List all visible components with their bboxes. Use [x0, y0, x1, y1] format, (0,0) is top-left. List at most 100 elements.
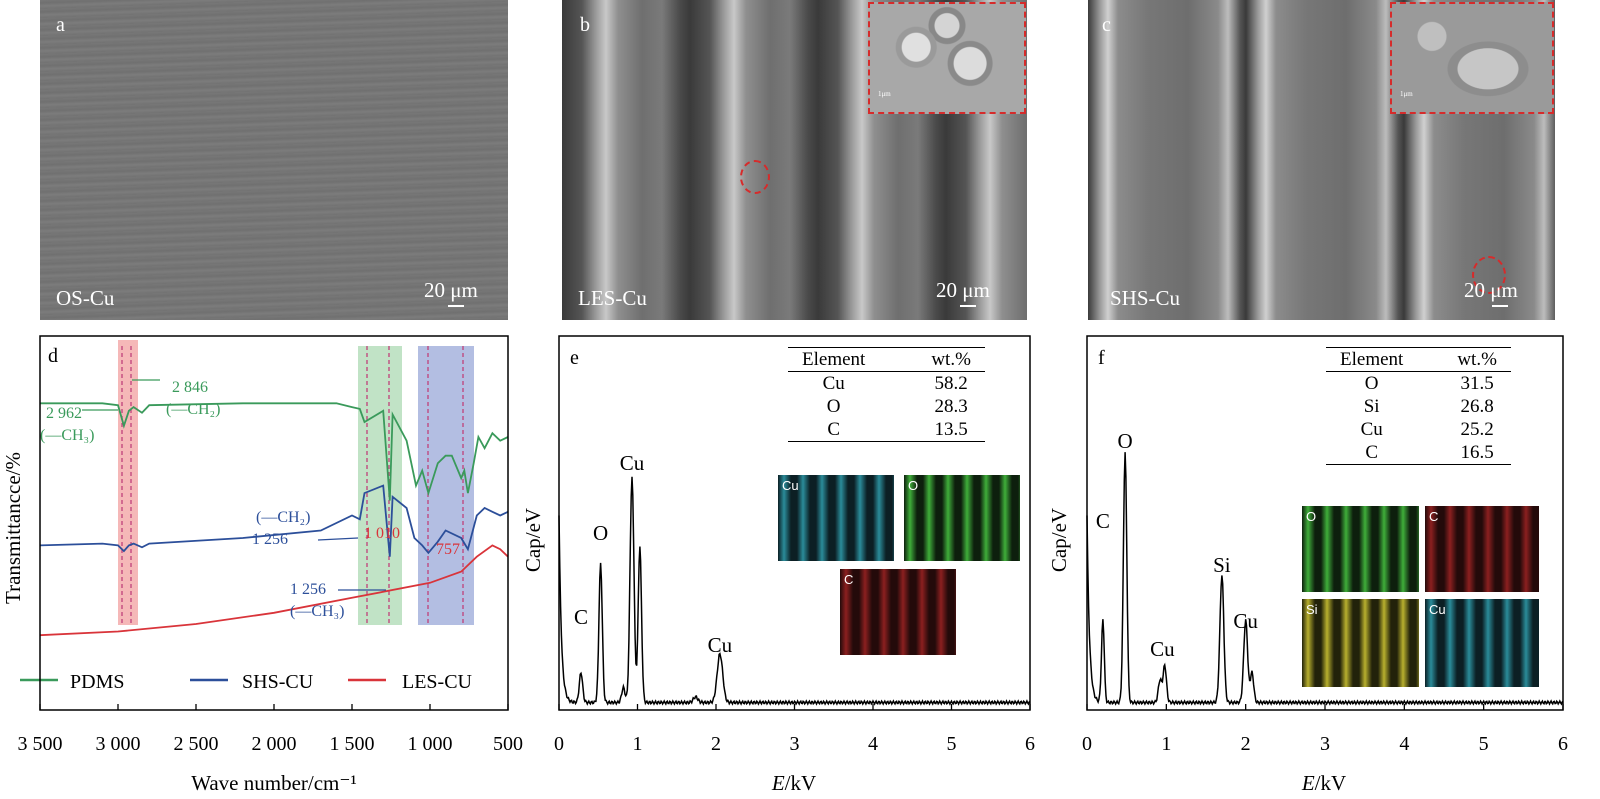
table-row: Cu 58.2 [822, 373, 968, 394]
peak-label: Cu [708, 633, 733, 657]
peak-label: Si [1213, 553, 1231, 577]
table-row: C 13.5 [788, 418, 985, 442]
panel-letter-d: d [48, 345, 58, 367]
col-wt: wt.% [931, 349, 971, 370]
x-tick-label: 2 [1241, 733, 1251, 755]
x-tick-label: 6 [1558, 733, 1568, 755]
x-tick-label: 2 000 [252, 733, 297, 755]
x-axis-label: E/kV [771, 771, 816, 795]
x-ticks: 0 1 2 3 4 5 6 [1082, 704, 1568, 755]
x-tick-label: 1 [633, 733, 643, 755]
x-tick-label: 0 [554, 733, 564, 755]
ftir-chart: 2 962 (—CH₃) 2 846 (—CH₂) (—CH₂) 1 256 1… [1, 335, 523, 795]
x-axis-label: Wave number/cm⁻¹ [191, 771, 357, 795]
highlight-band-red [118, 340, 138, 625]
sem-panel-a: a OS-Cu 20 μm [40, 0, 508, 320]
eds-map-c: C [1425, 506, 1539, 592]
table-row: Cu 25.2 [1360, 419, 1494, 440]
highlight-band-blue [418, 346, 474, 625]
series-line-les-cu [39, 544, 509, 637]
x-tick-label: 3 [790, 733, 800, 755]
scale-bar-text: 20 μm [424, 278, 478, 302]
x-tick-label: 0 [1082, 733, 1092, 755]
peak-label: C [574, 605, 588, 629]
panel-letter-c: c [1102, 14, 1111, 36]
table-header-row: Element wt.% [788, 347, 985, 372]
scale-bar: 20 μm [1464, 278, 1518, 307]
eds-map-o: O [904, 475, 1020, 561]
x-tick-label: 1 000 [408, 733, 453, 755]
sample-label: OS-Cu [56, 286, 115, 310]
panel-letter-f: f [1098, 347, 1105, 369]
table-row: C 16.5 [1326, 441, 1511, 465]
x-ticks: 0 1 2 3 4 5 6 [554, 704, 1035, 755]
highlight-band-green [358, 346, 402, 625]
panel-letter-e: e [570, 347, 579, 369]
annotation-ch3-green: (—CH₃) [40, 427, 94, 444]
peak-labels: C O Cu Cu [574, 451, 733, 657]
peak-labels: C O Cu Si Cu [1096, 429, 1259, 661]
x-tick-label: 3 500 [18, 733, 63, 755]
y-axis-label: Cap/eV [1047, 508, 1071, 572]
annotation-757: 757 [436, 541, 460, 558]
eds-map-c: C [840, 569, 956, 655]
peak-label: Cu [1233, 609, 1258, 633]
inset-scale: 1μm [878, 90, 891, 98]
x-tick-label: 3 000 [96, 733, 141, 755]
x-tick-label: 5 [1479, 733, 1489, 755]
sem-panel-c: c 1μm SHS-Cu 20 μm [1088, 0, 1555, 320]
x-tick-label: 2 500 [174, 733, 219, 755]
scale-bar: 20 μm [936, 278, 990, 307]
x-tick-label: 3 [1320, 733, 1330, 755]
legend-label-pdms: PDMS [70, 671, 124, 693]
x-tick-label: 500 [493, 733, 523, 755]
scale-bar: 20 μm [424, 278, 478, 307]
x-tick-label: 6 [1025, 733, 1035, 755]
annotation-ch3-blue: (—CH₃) [290, 603, 344, 620]
region-marker [740, 160, 770, 194]
panel-letter-b: b [580, 14, 590, 36]
x-tick-label: 4 [1399, 733, 1409, 755]
zoom-inset: 1μm [868, 2, 1026, 114]
panel-letter-a: a [56, 14, 65, 36]
annotation-ch2-green: (—CH₂) [166, 401, 220, 418]
table-row: Si 26.8 [1363, 396, 1494, 417]
x-axis-label: E/kV [1301, 771, 1346, 795]
legend-label-shs-cu: SHS-CU [242, 671, 314, 693]
annotation-1010: 1 010 [364, 525, 400, 542]
table-row: O 31.5 [1364, 373, 1494, 394]
sample-label: SHS-Cu [1110, 286, 1181, 310]
element-table-f: Element wt.% O 31.5 Si 26.8 Cu 25.2 C 16.5 [1326, 347, 1511, 465]
annotation-1256-bottom: 1 256 [290, 581, 326, 598]
annotation-ch2-blue: (—CH₂) [256, 509, 310, 526]
y-axis-label: Cap/eV [521, 508, 545, 572]
arrow [317, 537, 359, 541]
col-wt: wt.% [1457, 349, 1497, 370]
annotation-2846: 2 846 [172, 379, 208, 396]
eds-spectrum-line [1086, 452, 1564, 706]
series-line-pdms [40, 402, 509, 501]
table-header-row: Element wt.% [1326, 347, 1511, 372]
annotation-1256-top: 1 256 [252, 531, 288, 548]
peak-label: O [1117, 429, 1132, 453]
legend-label-les-cu: LES-CU [402, 671, 473, 693]
x-tick-label: 1 500 [330, 733, 375, 755]
peak-label: O [593, 521, 608, 545]
y-axis-label: Transmittancce/% [1, 452, 25, 604]
x-tick-label: 1 [1161, 733, 1171, 755]
eds-map-si: Si [1302, 599, 1419, 687]
scale-bar-text: 20 μm [936, 278, 990, 302]
x-tick-label: 2 [711, 733, 721, 755]
sample-label: LES-Cu [578, 286, 647, 310]
peak-label: Cu [1150, 637, 1175, 661]
scale-bar-text: 20 μm [1464, 278, 1518, 302]
eds-map-cu: Cu [778, 475, 894, 561]
zoom-inset: 1μm [1390, 2, 1554, 114]
annotation-2962: 2 962 [46, 405, 82, 422]
x-ticks: 3 500 3 000 2 500 2 000 1 500 1 000 500 [18, 704, 523, 755]
table-row: O 28.3 [826, 396, 968, 417]
region-marker [1472, 256, 1506, 294]
eds-map-o: O [1302, 506, 1419, 592]
